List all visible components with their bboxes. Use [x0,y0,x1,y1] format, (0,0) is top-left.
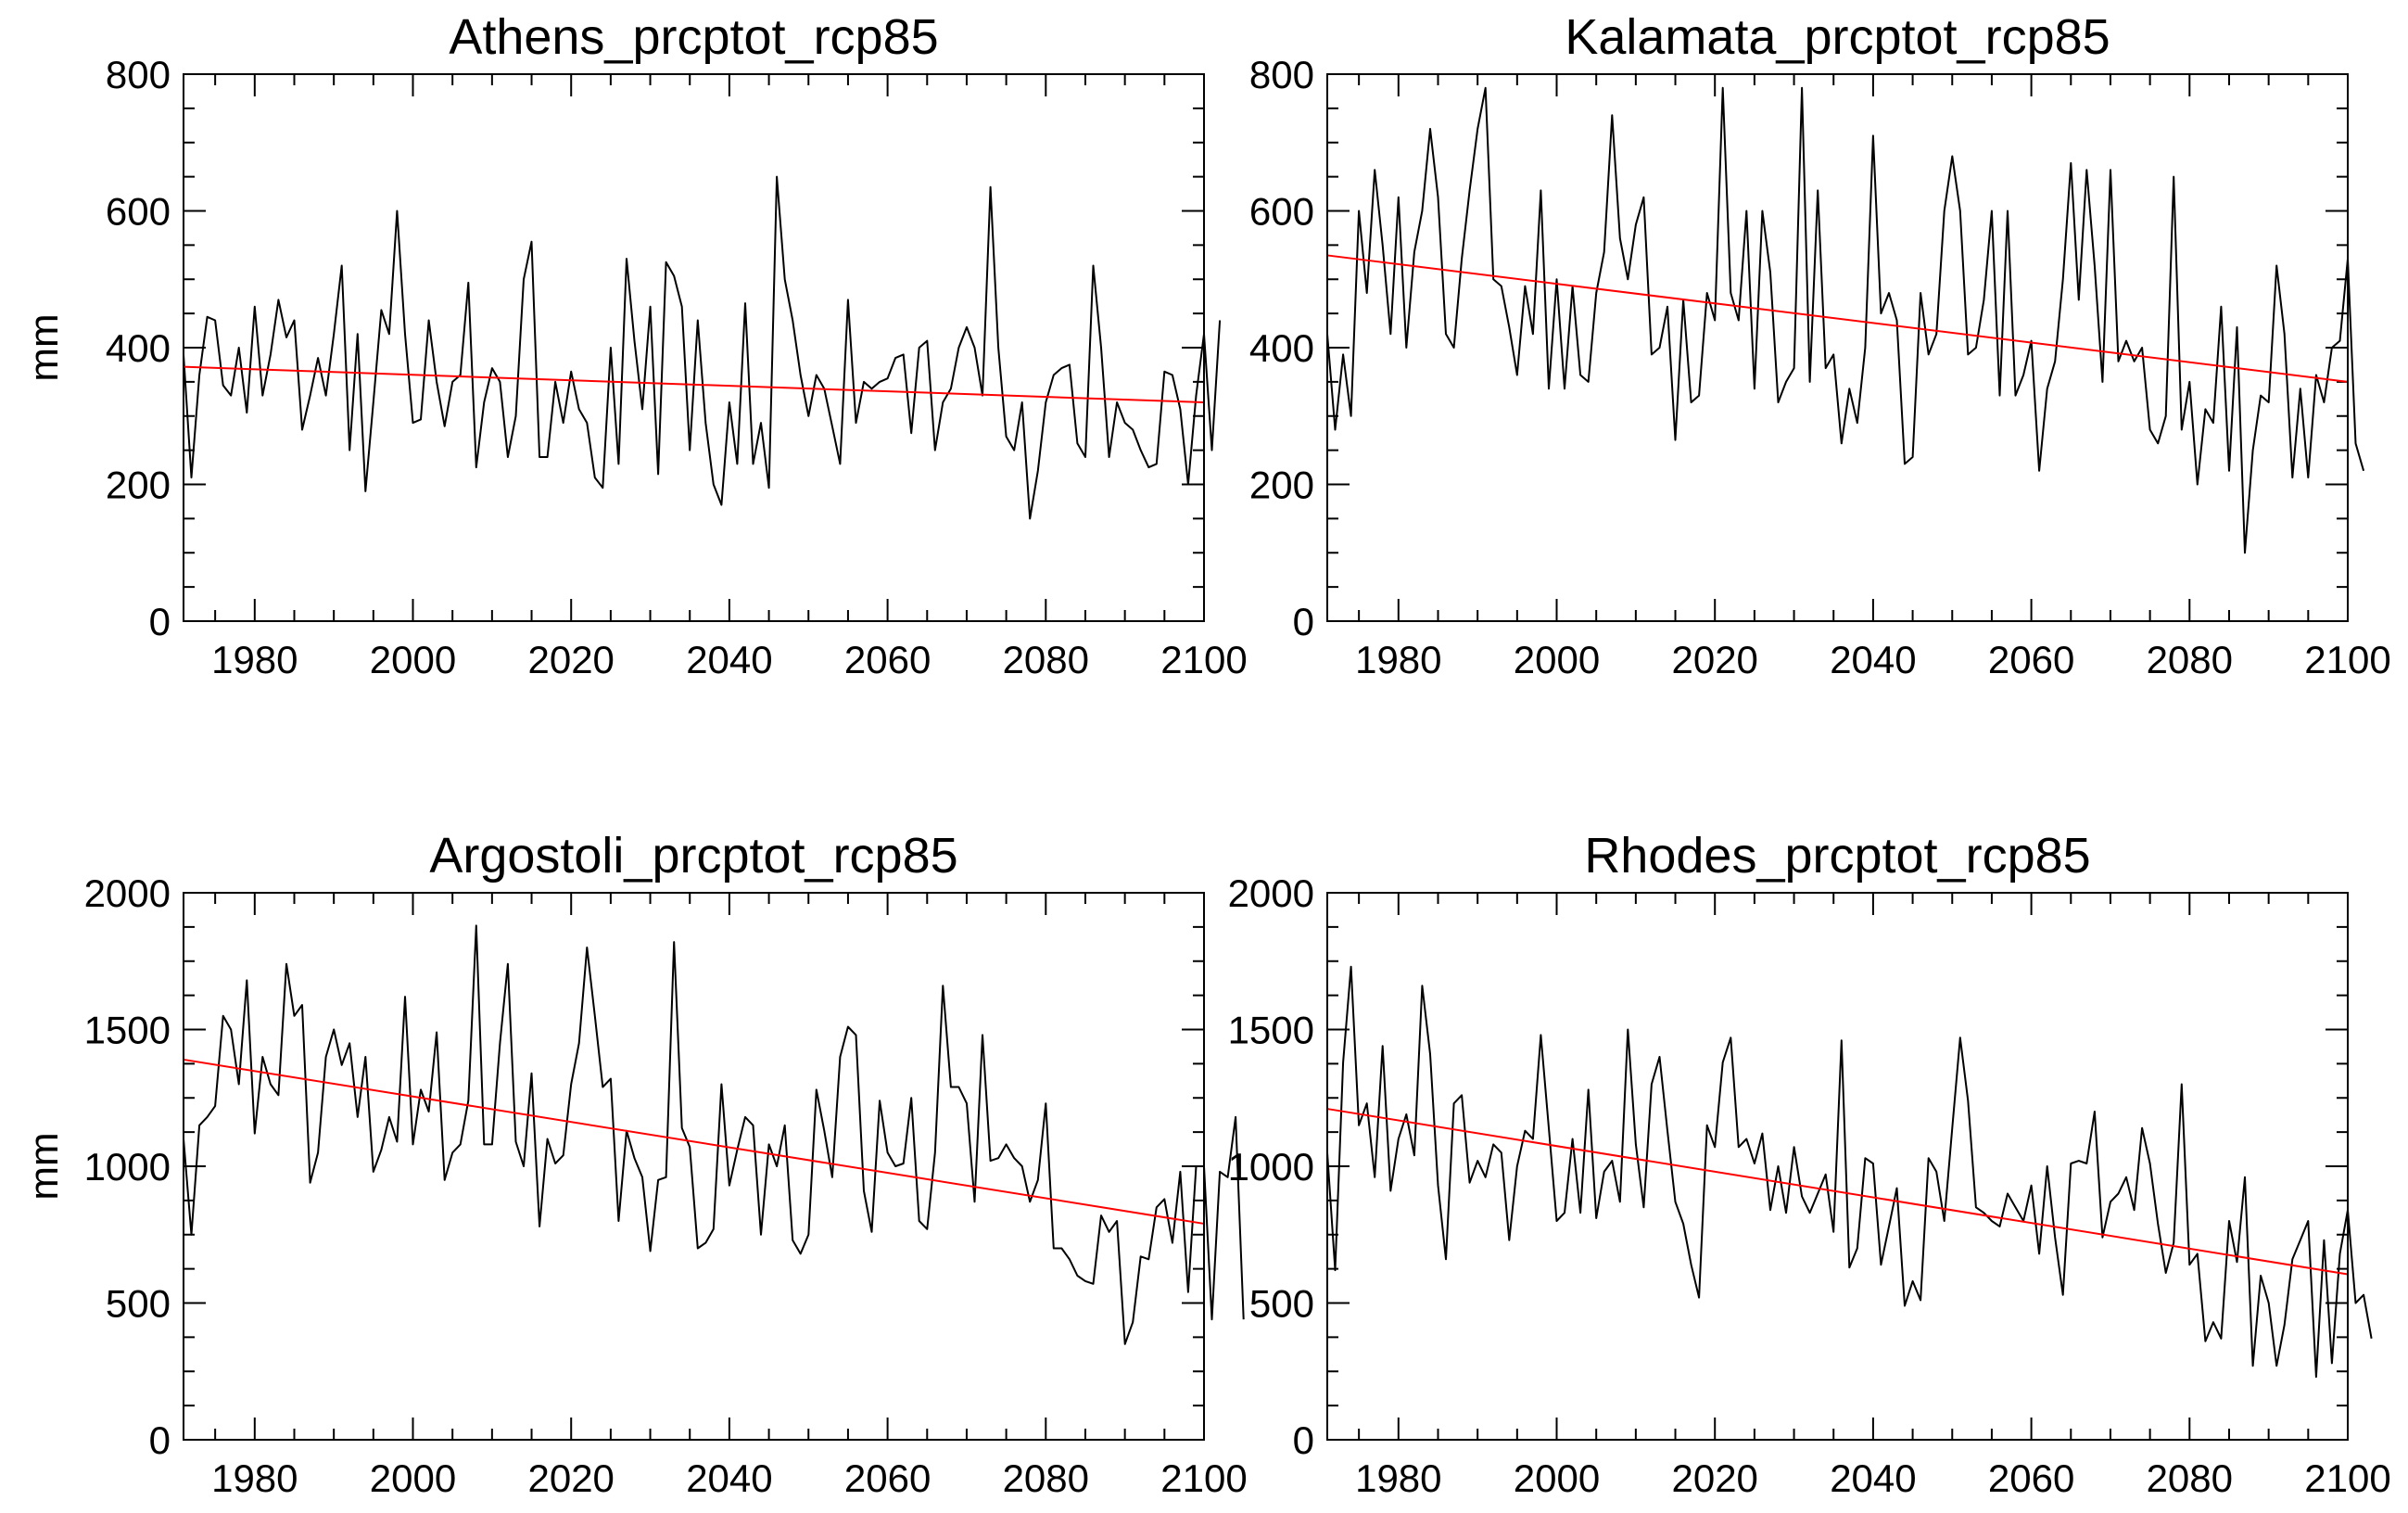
x-tick-label: 2060 [844,638,931,681]
y-tick-label: 200 [106,464,171,507]
y-tick-label: 400 [106,326,171,370]
y-tick-label: 0 [149,600,171,643]
chart-panel-4: Rhodes_prcptot_rcp85 1980 2000 2020 2040 2060… [1228,828,2391,1500]
trend-line [1326,1108,2349,1276]
y-tick-label: 1000 [84,1145,171,1189]
minor-ticks [1327,74,2348,621]
data-series-line [183,175,1222,520]
x-tick-label: 2060 [1988,638,2074,681]
plot-frame [183,73,1205,622]
x-tick-label: 2080 [2147,1456,2233,1500]
data-series-line [1326,965,2373,1379]
plot-frame [1326,73,2349,622]
y-tick-label: 2000 [84,871,171,915]
y-axis-label: mm [21,1132,67,1200]
minor-ticks [184,893,1204,1440]
x-tick-label: 1980 [1355,1456,1441,1500]
y-tick-label: 800 [1249,53,1314,96]
chart-title: Kalamata_prcptot_rcp85 [1565,9,2110,65]
plot-frame [183,892,1205,1441]
x-tick-label: 2040 [1830,638,1916,681]
trend-line [183,365,1205,403]
x-tick-label: 2100 [2304,638,2390,681]
x-tick-label: 2060 [1988,1456,2074,1500]
x-tick-label: 2040 [1830,1456,1916,1500]
y-tick-label: 500 [106,1282,171,1326]
y-tick-label: 1000 [1228,1145,1314,1189]
y-tick-label: 0 [1293,1418,1314,1462]
x-tick-label: 2020 [1671,638,1757,681]
x-tick-label: 2100 [1160,1456,1247,1500]
y-tick-label: 0 [149,1418,171,1462]
x-tick-label: 2100 [1160,638,1247,681]
data-series-line [1326,86,2365,554]
x-tick-label: 2000 [1514,638,1600,681]
x-tick-label: 1980 [211,638,298,681]
y-tick-label: 200 [1249,464,1314,507]
y-tick-label: 800 [106,53,171,96]
x-tick-label: 2040 [686,638,772,681]
chart-title: Athens_prcptot_rcp85 [449,9,938,65]
y-tick-label: 500 [1249,1282,1314,1326]
x-tick-label: 2020 [1671,1456,1757,1500]
x-tick-label: 2000 [1514,1456,1600,1500]
y-tick-label: 600 [1249,190,1314,234]
x-tick-label: 2060 [844,1456,931,1500]
minor-ticks [184,74,1204,621]
x-tick-label: 2080 [1003,1456,1089,1500]
x-tick-label: 1980 [1355,638,1441,681]
trend-line [1326,254,2349,383]
x-tick-label: 2080 [2147,638,2233,681]
chart-title: Rhodes_prcptot_rcp85 [1584,828,2090,884]
x-tick-label: 2080 [1003,638,1089,681]
y-tick-label: 1500 [84,1009,171,1052]
minor-ticks [1327,893,2348,1440]
x-tick-label: 2020 [527,1456,614,1500]
x-tick-label: 2040 [686,1456,772,1500]
y-tick-label: 600 [106,190,171,234]
trend-line [183,1058,1205,1225]
y-tick-label: 2000 [1228,871,1314,915]
plot-frame [1326,892,2349,1441]
x-tick-label: 2000 [370,1456,456,1500]
y-tick-label: 1500 [1228,1009,1314,1052]
x-tick-label: 2020 [527,638,614,681]
y-tick-label: 400 [1249,326,1314,370]
x-tick-label: 2100 [2304,1456,2390,1500]
data-series-line [183,924,1245,1345]
y-tick-label: 0 [1293,600,1314,643]
y-axis-label: mm [21,313,67,381]
chart-title: Argostoli_prcptot_rcp85 [429,828,957,884]
x-tick-label: 1980 [211,1456,298,1500]
x-tick-label: 2000 [370,638,456,681]
